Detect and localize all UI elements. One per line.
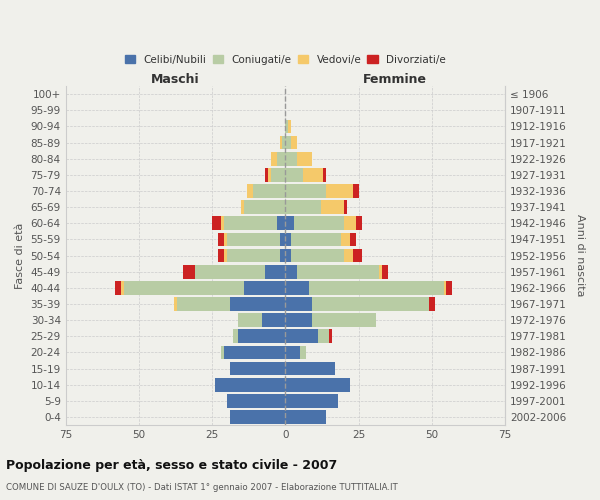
Bar [320, 200, 344, 214]
Bar [280, 232, 286, 246]
Bar [253, 184, 286, 198]
Bar [286, 120, 288, 133]
Bar [344, 200, 347, 214]
Bar [312, 314, 376, 327]
Bar [309, 281, 443, 294]
Bar [286, 330, 317, 343]
Bar [382, 265, 388, 278]
Bar [288, 120, 291, 133]
Bar [224, 216, 277, 230]
Bar [280, 248, 286, 262]
Bar [283, 136, 286, 149]
Bar [286, 362, 335, 376]
Bar [326, 184, 353, 198]
Bar [317, 330, 329, 343]
Bar [218, 232, 224, 246]
Bar [353, 184, 359, 198]
Y-axis label: Fasce di età: Fasce di età [15, 222, 25, 289]
Bar [247, 184, 253, 198]
Bar [230, 297, 286, 311]
Bar [286, 168, 303, 181]
Bar [286, 232, 291, 246]
Bar [230, 410, 286, 424]
Bar [183, 265, 194, 278]
Bar [286, 281, 309, 294]
Bar [286, 184, 326, 198]
Bar [312, 297, 429, 311]
Legend: Celibi/Nubili, Coniugati/e, Vedovi/e, Divorziati/e: Celibi/Nubili, Coniugati/e, Vedovi/e, Di… [121, 50, 450, 69]
Bar [379, 265, 382, 278]
Text: Maschi: Maschi [151, 73, 200, 86]
Bar [224, 346, 286, 360]
Bar [215, 378, 286, 392]
Bar [429, 297, 435, 311]
Bar [194, 265, 265, 278]
Bar [356, 216, 362, 230]
Bar [280, 136, 283, 149]
Bar [297, 152, 312, 166]
Bar [323, 168, 326, 181]
Bar [286, 136, 291, 149]
Bar [341, 232, 350, 246]
Bar [115, 281, 121, 294]
Bar [227, 248, 280, 262]
Bar [212, 216, 221, 230]
Bar [286, 216, 294, 230]
Bar [291, 136, 297, 149]
Bar [286, 314, 312, 327]
Bar [230, 362, 286, 376]
Bar [224, 248, 227, 262]
Bar [224, 232, 227, 246]
Bar [268, 168, 271, 181]
Bar [265, 168, 268, 181]
Bar [291, 232, 341, 246]
Bar [262, 314, 286, 327]
Bar [227, 394, 286, 408]
Bar [286, 248, 291, 262]
Bar [221, 216, 224, 230]
Bar [244, 200, 286, 214]
Bar [238, 330, 286, 343]
Bar [286, 346, 300, 360]
Bar [446, 281, 452, 294]
Bar [227, 232, 280, 246]
Bar [344, 216, 356, 230]
Bar [218, 248, 224, 262]
Bar [121, 281, 124, 294]
Text: Femmine: Femmine [363, 73, 427, 86]
Bar [286, 378, 350, 392]
Bar [174, 297, 177, 311]
Bar [221, 346, 224, 360]
Bar [244, 281, 286, 294]
Bar [271, 168, 286, 181]
Bar [277, 216, 286, 230]
Bar [294, 216, 344, 230]
Text: COMUNE DI SAUZE D'OULX (TO) - Dati ISTAT 1° gennaio 2007 - Elaborazione TUTTITAL: COMUNE DI SAUZE D'OULX (TO) - Dati ISTAT… [6, 484, 398, 492]
Bar [286, 297, 312, 311]
Bar [443, 281, 446, 294]
Bar [233, 330, 238, 343]
Bar [291, 248, 344, 262]
Bar [297, 265, 379, 278]
Bar [303, 168, 323, 181]
Text: Popolazione per età, sesso e stato civile - 2007: Popolazione per età, sesso e stato civil… [6, 460, 337, 472]
Bar [286, 394, 338, 408]
Bar [241, 200, 244, 214]
Bar [300, 346, 306, 360]
Bar [353, 248, 362, 262]
Bar [286, 410, 326, 424]
Bar [286, 152, 297, 166]
Bar [124, 281, 244, 294]
Bar [265, 265, 286, 278]
Bar [329, 330, 332, 343]
Bar [277, 152, 286, 166]
Bar [350, 232, 356, 246]
Bar [238, 314, 262, 327]
Bar [286, 265, 297, 278]
Bar [286, 200, 320, 214]
Y-axis label: Anni di nascita: Anni di nascita [575, 214, 585, 297]
Bar [271, 152, 277, 166]
Bar [177, 297, 230, 311]
Bar [344, 248, 353, 262]
